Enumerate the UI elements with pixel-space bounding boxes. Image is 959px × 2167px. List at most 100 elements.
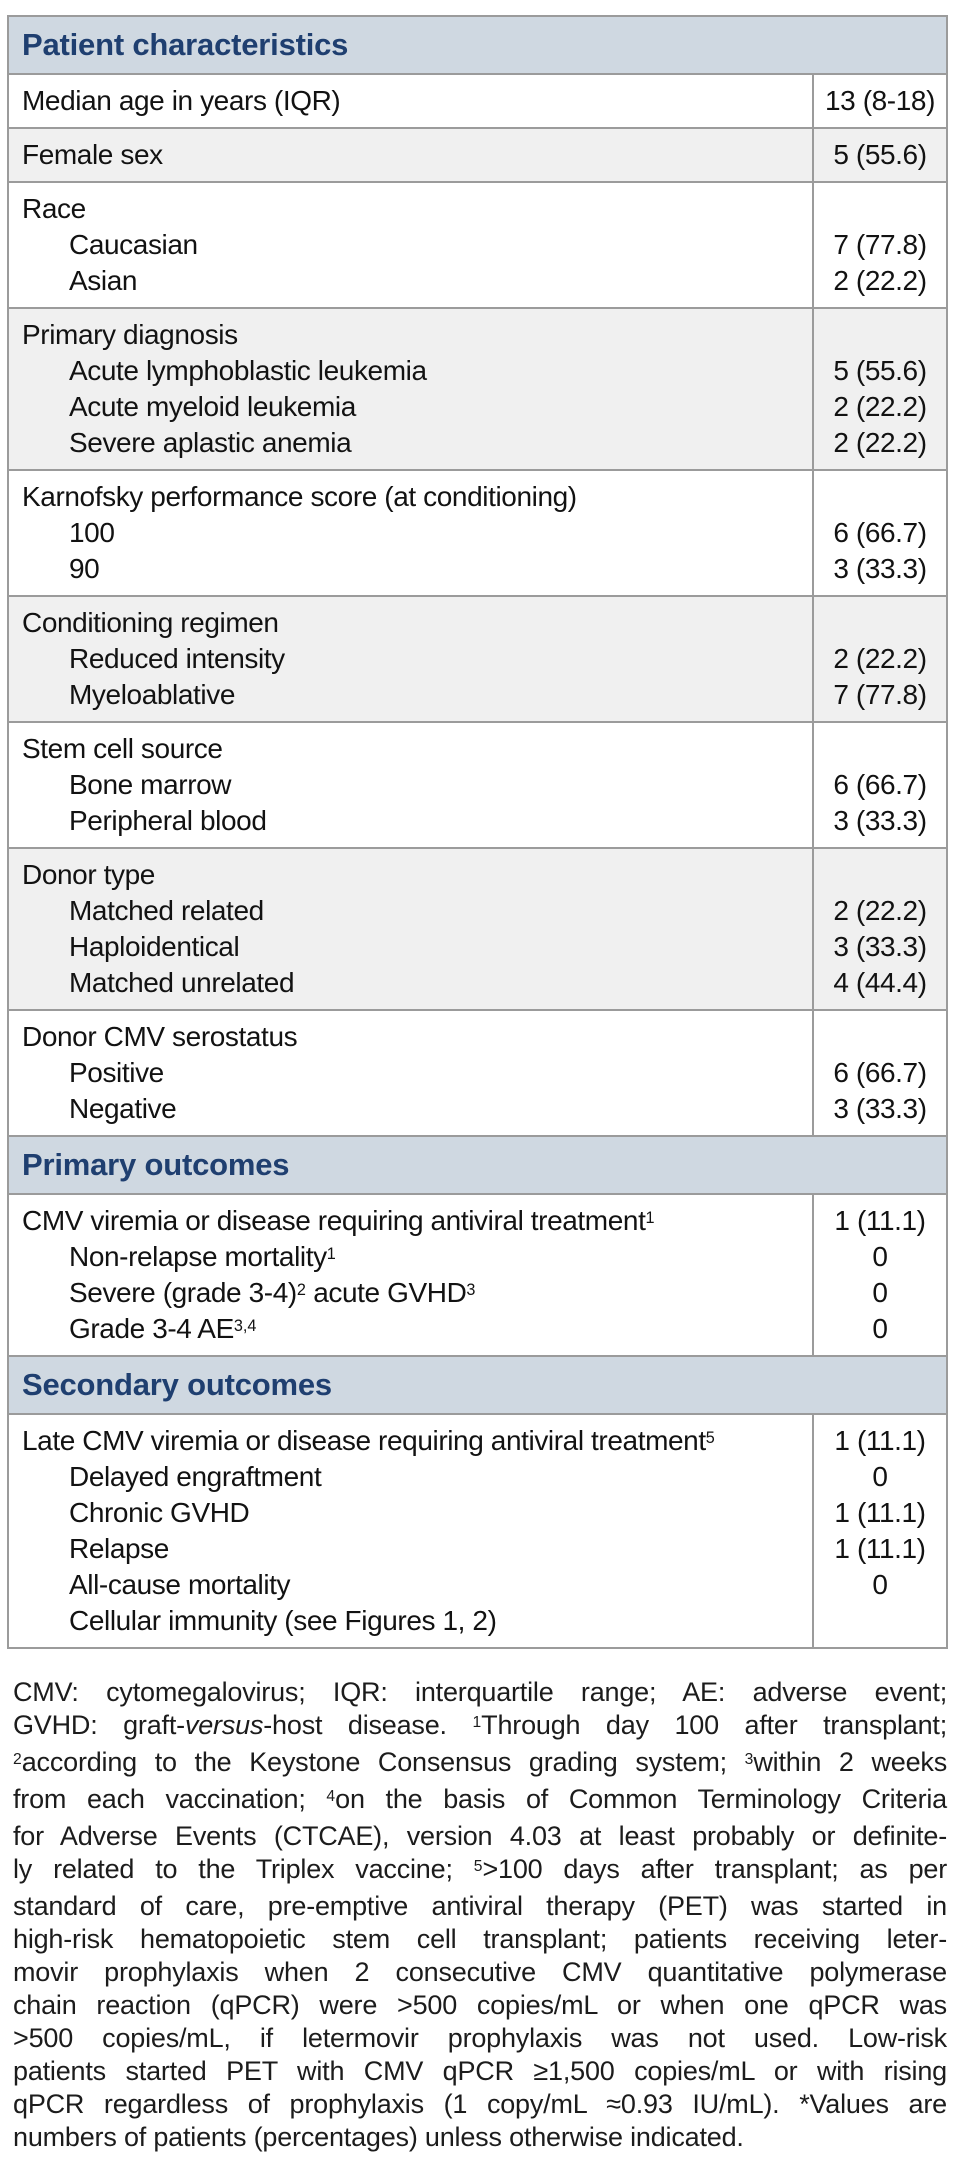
row-label: Late CMV viremia or disease requiring an…	[22, 1425, 715, 1456]
row-label: Chronic GVHD	[69, 1497, 250, 1528]
table-row-group: Donor type Matched related Haploidentical M…	[9, 847, 946, 1009]
row-value: 1 (11.1)	[834, 1533, 926, 1564]
row-value	[814, 317, 946, 353]
footnote-line: 2according to the Keystone Consensus gra…	[13, 1747, 948, 1777]
table-row-group: Donor CMV serostatus Positive Negative 6 (…	[9, 1009, 946, 1135]
row-label: Conditioning regimen	[22, 607, 279, 638]
table-footnote: CMV: cytomegalovirus; IQR: interquartile…	[13, 1676, 947, 2154]
row-label: Reduced intensity	[69, 643, 285, 674]
table-row-group: CMV viremia or disease requiring antivir…	[9, 1193, 946, 1355]
value-column: 2 (22.2) 7 (77.8)	[812, 597, 946, 721]
row-value: 3 (33.3)	[833, 931, 927, 962]
row-value	[814, 479, 946, 515]
row-label: Primary diagnosis	[22, 319, 238, 350]
row-label: Peripheral blood	[69, 805, 267, 836]
row-label: Median age in years (IQR)	[22, 85, 341, 116]
row-value: 1 (11.1)	[834, 1205, 926, 1236]
footnote-line: standard of care, pre-emptive antiviral …	[13, 1891, 947, 1921]
footnote-line: qPCR regardless of prophylaxis (1 copy/m…	[13, 2089, 947, 2119]
row-label: All-cause mortality	[69, 1569, 291, 1600]
footnote-line: from each vaccination; 4on the basis of …	[13, 1784, 947, 1814]
footnote-line: movir prophylaxis when 2 consecutive CMV…	[13, 1957, 947, 1987]
label-column: Late CMV viremia or disease requiring an…	[9, 1415, 812, 1647]
footnote-line: >500 copies/mL, if letermovir prophylaxi…	[13, 2023, 947, 2053]
row-label: Acute lymphoblastic leukemia	[69, 355, 427, 386]
row-label: Caucasian	[69, 229, 198, 260]
row-label: Donor type	[22, 859, 155, 890]
label-column: Conditioning regimen Reduced intensity Mye…	[9, 597, 812, 721]
row-label: 90	[69, 553, 100, 584]
paper-table-page: Patient characteristics Median age in yea…	[0, 15, 959, 2167]
row-value: 6 (66.7)	[833, 769, 927, 800]
section-header: Patient characteristics	[9, 17, 946, 73]
row-value: 0	[872, 1569, 888, 1600]
label-column: Female sex	[9, 129, 812, 181]
row-label: Matched unrelated	[69, 967, 295, 998]
table-row-group: Karnofsky performance score (at conditio…	[9, 469, 946, 595]
footnote-line: numbers of patients (percentages) unless…	[13, 2122, 744, 2152]
row-value: 1 (11.1)	[834, 1425, 926, 1456]
value-column: 6 (66.7) 3 (33.3)	[812, 723, 946, 847]
value-column: 13 (8-18)	[812, 75, 946, 127]
row-value	[814, 1603, 946, 1639]
row-value: 6 (66.7)	[833, 517, 927, 548]
row-value: 3 (33.3)	[833, 553, 927, 584]
section-header: Primary outcomes	[9, 1135, 946, 1193]
section-header: Secondary outcomes	[9, 1355, 946, 1413]
row-label: Myeloablative	[69, 679, 235, 710]
row-value	[814, 605, 946, 641]
row-label: 100	[69, 517, 115, 548]
patient-outcomes-table: Patient characteristics Median age in yea…	[7, 15, 948, 1649]
row-label: Haploidentical	[69, 931, 240, 962]
row-value: 3 (33.3)	[833, 805, 927, 836]
row-label: Severe aplastic anemia	[69, 427, 352, 458]
row-value: 6 (66.7)	[833, 1057, 927, 1088]
row-value: 0	[872, 1313, 888, 1344]
row-value: 5 (55.6)	[833, 139, 927, 170]
value-column: 1 (11.1) 0 1 (11.1) 1 (11.1) 0	[812, 1415, 946, 1647]
row-label: Cellular immunity (see Figures 1, 2)	[69, 1605, 497, 1636]
value-column: 6 (66.7) 3 (33.3)	[812, 1011, 946, 1135]
row-label: Female sex	[22, 139, 163, 170]
row-label: Non-relapse mortality1	[69, 1241, 336, 1272]
row-label: Positive	[69, 1057, 164, 1088]
table-row-group: Race Caucasian Asian 7 (77.8) 2 (22.2)	[9, 181, 946, 307]
label-column: Donor CMV serostatus Positive Negative	[9, 1011, 812, 1135]
row-value: 2 (22.2)	[833, 643, 927, 674]
row-value	[814, 857, 946, 893]
table-row-group: Late CMV viremia or disease requiring an…	[9, 1413, 946, 1647]
row-label: Relapse	[69, 1533, 169, 1564]
row-label: Negative	[69, 1093, 177, 1124]
row-value: 2 (22.2)	[833, 895, 927, 926]
value-column: 5 (55.6)	[812, 129, 946, 181]
value-column: 5 (55.6) 2 (22.2) 2 (22.2)	[812, 309, 946, 469]
row-value: 2 (22.2)	[833, 265, 927, 296]
label-column: Median age in years (IQR)	[9, 75, 812, 127]
row-value: 13 (8-18)	[824, 85, 935, 116]
value-column: 1 (11.1) 0 0 0	[812, 1195, 946, 1355]
label-column: Karnofsky performance score (at conditio…	[9, 471, 812, 595]
row-value: 7 (77.8)	[833, 679, 927, 710]
table-row-group: Median age in years (IQR) 13 (8-18)	[9, 73, 946, 127]
footnote-line: ly related to the Triplex vaccine; 5>100…	[13, 1854, 947, 1884]
footnote-line: patients started PET with CMV qPCR ≥1,50…	[13, 2056, 947, 2086]
row-value: 7 (77.8)	[833, 229, 927, 260]
row-label: Stem cell source	[22, 733, 223, 764]
row-label: Asian	[69, 265, 138, 296]
table-row-group: Primary diagnosis Acute lymphoblastic leu…	[9, 307, 946, 469]
label-column: Race Caucasian Asian	[9, 183, 812, 307]
value-column: 7 (77.8) 2 (22.2)	[812, 183, 946, 307]
footnote-line: CMV: cytomegalovirus; IQR: interquartile…	[13, 1677, 947, 1707]
value-column: 2 (22.2) 3 (33.3) 4 (44.4)	[812, 849, 946, 1009]
row-value: 3 (33.3)	[833, 1093, 927, 1124]
row-label: Delayed engraftment	[69, 1461, 322, 1492]
row-label: Acute myeloid leukemia	[69, 391, 356, 422]
row-value	[814, 731, 946, 767]
table-row-group: Conditioning regimen Reduced intensity Mye…	[9, 595, 946, 721]
row-value: 5 (55.6)	[833, 355, 927, 386]
row-label: CMV viremia or disease requiring antivir…	[22, 1205, 655, 1236]
table-row-group: Stem cell source Bone marrow Peripheral bl…	[9, 721, 946, 847]
row-value: 2 (22.2)	[833, 427, 927, 458]
label-column: CMV viremia or disease requiring antivir…	[9, 1195, 812, 1355]
footnote-line: chain reaction (qPCR) were >500 copies/m…	[13, 1990, 947, 2020]
